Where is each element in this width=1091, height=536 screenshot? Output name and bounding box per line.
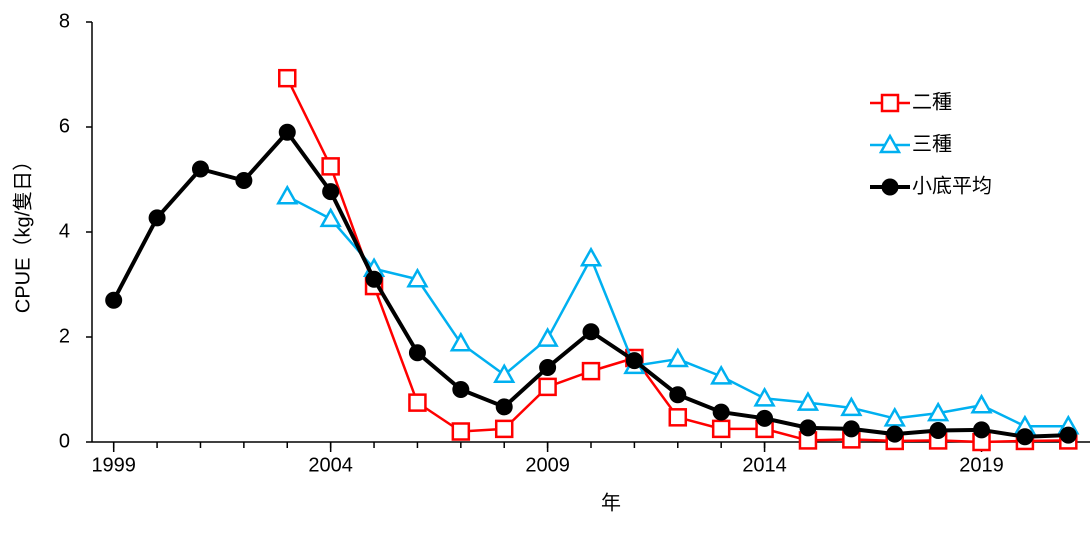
y-tick-label: 6	[59, 115, 70, 137]
marker	[408, 393, 427, 412]
marker	[579, 246, 603, 267]
marker	[973, 421, 991, 439]
marker	[452, 381, 470, 398]
marker	[842, 420, 860, 438]
marker	[319, 207, 342, 228]
legend-label: 小底平均	[912, 174, 992, 197]
marker	[495, 398, 513, 416]
y-tick-label: 2	[59, 325, 70, 347]
marker	[625, 352, 643, 370]
marker	[1016, 428, 1034, 446]
marker	[538, 377, 557, 397]
marker	[710, 364, 733, 385]
marker	[148, 209, 166, 227]
marker	[494, 419, 514, 439]
marker	[321, 157, 340, 176]
marker	[883, 406, 906, 427]
marker	[840, 396, 863, 417]
legend-marker	[878, 133, 902, 154]
x-tick-label: 2009	[525, 454, 570, 476]
legend-label: 二種	[912, 90, 952, 113]
marker	[191, 160, 209, 178]
marker	[668, 408, 688, 427]
legend-marker	[881, 178, 899, 196]
y-tick-label: 8	[59, 10, 70, 32]
marker	[406, 267, 429, 288]
marker	[408, 344, 426, 362]
marker	[886, 425, 904, 443]
x-tick-label: 2019	[959, 454, 1004, 476]
y-axis-label: CPUE（kg/隻日）	[11, 151, 34, 313]
marker	[669, 386, 687, 404]
marker	[276, 184, 299, 205]
marker	[666, 347, 689, 368]
marker	[581, 361, 601, 381]
x-tick-label: 2004	[308, 454, 353, 476]
marker	[756, 409, 774, 427]
marker	[539, 358, 557, 376]
marker	[536, 327, 559, 347]
marker	[322, 183, 340, 201]
y-tick-label: 0	[59, 430, 70, 452]
marker	[582, 323, 600, 341]
marker	[711, 419, 731, 439]
marker	[796, 391, 820, 411]
legend-label: 三種	[912, 132, 952, 155]
marker	[970, 393, 993, 414]
legend-marker	[880, 93, 900, 113]
x-tick-label: 2014	[742, 454, 787, 476]
x-axis-label: 年	[601, 491, 621, 514]
marker	[278, 68, 297, 88]
marker	[753, 386, 776, 407]
marker	[712, 403, 730, 421]
marker	[449, 331, 472, 352]
marker	[926, 401, 950, 422]
marker	[235, 172, 253, 190]
marker	[493, 363, 516, 384]
marker	[365, 270, 383, 288]
marker	[1059, 426, 1077, 444]
marker	[278, 123, 296, 141]
marker	[799, 419, 817, 437]
marker	[105, 291, 123, 309]
marker	[929, 421, 947, 439]
x-tick-label: 1999	[91, 454, 136, 476]
y-tick-label: 4	[59, 220, 70, 242]
marker	[451, 422, 471, 441]
